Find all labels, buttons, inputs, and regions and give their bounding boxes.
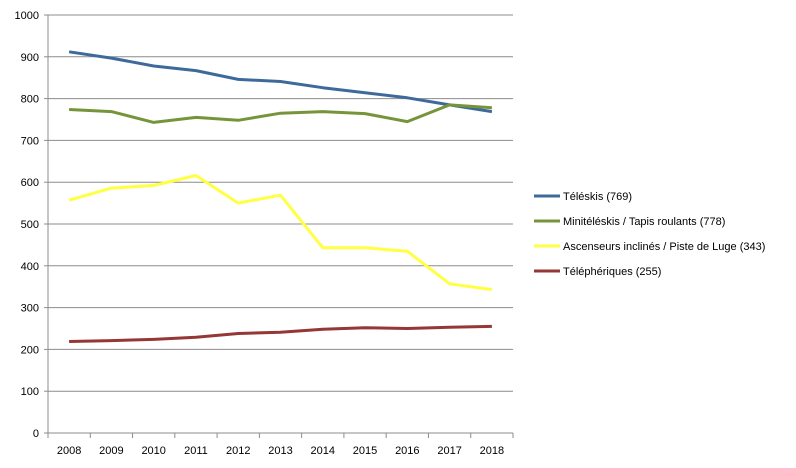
y-tick-label: 700: [21, 135, 39, 147]
x-tick-label: 2012: [226, 445, 250, 457]
y-tick-label: 800: [21, 94, 39, 106]
legend: Téléskis (769) Minitéléskis / Tapis roula…: [534, 191, 765, 278]
series-line-1: [69, 103, 493, 124]
y-tick-label: 400: [21, 261, 39, 273]
x-tick-label: 2010: [141, 445, 165, 457]
series-line-0: [68, 50, 493, 114]
legend-label-3: Téléphériques (255): [563, 266, 661, 278]
y-tick-label: 0: [33, 428, 39, 440]
legend-label-1: Minitéléskis / Tapis roulants (778): [563, 216, 725, 228]
grid-lines: [48, 14, 513, 392]
y-tick-label: 900: [21, 52, 39, 64]
legend-label-0: Téléskis (769): [563, 191, 632, 203]
x-tick-label: 2015: [353, 445, 377, 457]
x-tick-label: 2018: [480, 445, 504, 457]
y-tick-label: 300: [21, 303, 39, 315]
axes: [44, 14, 514, 438]
y-tick-label: 100: [21, 386, 39, 398]
y-tick-label: 600: [21, 177, 39, 189]
legend-label-2: Ascenseurs inclinés / Piste de Luge (343…: [563, 241, 765, 253]
x-tick-label: 2013: [268, 445, 292, 457]
y-tick-label: 200: [21, 344, 39, 356]
x-tick-label: 2011: [184, 445, 208, 457]
data-series: [68, 50, 493, 343]
series-line-3: [69, 324, 492, 343]
x-tick-label: 2009: [99, 445, 123, 457]
x-tick-label: 2008: [57, 445, 81, 457]
y-tick-labels: 0 100 200 300 400 500 600 700 800 900 1000: [15, 10, 39, 440]
x-tick-label: 2014: [311, 445, 335, 457]
y-tick-label: 500: [21, 219, 39, 231]
x-tick-label: 2016: [395, 445, 419, 457]
series-line-2: [68, 174, 493, 292]
x-tick-labels: 2008 2009 2010 2011 2012 2013 2014 2015 2016 2017…: [57, 445, 504, 457]
x-tick-label: 2017: [437, 445, 461, 457]
y-tick-label: 1000: [15, 10, 39, 22]
